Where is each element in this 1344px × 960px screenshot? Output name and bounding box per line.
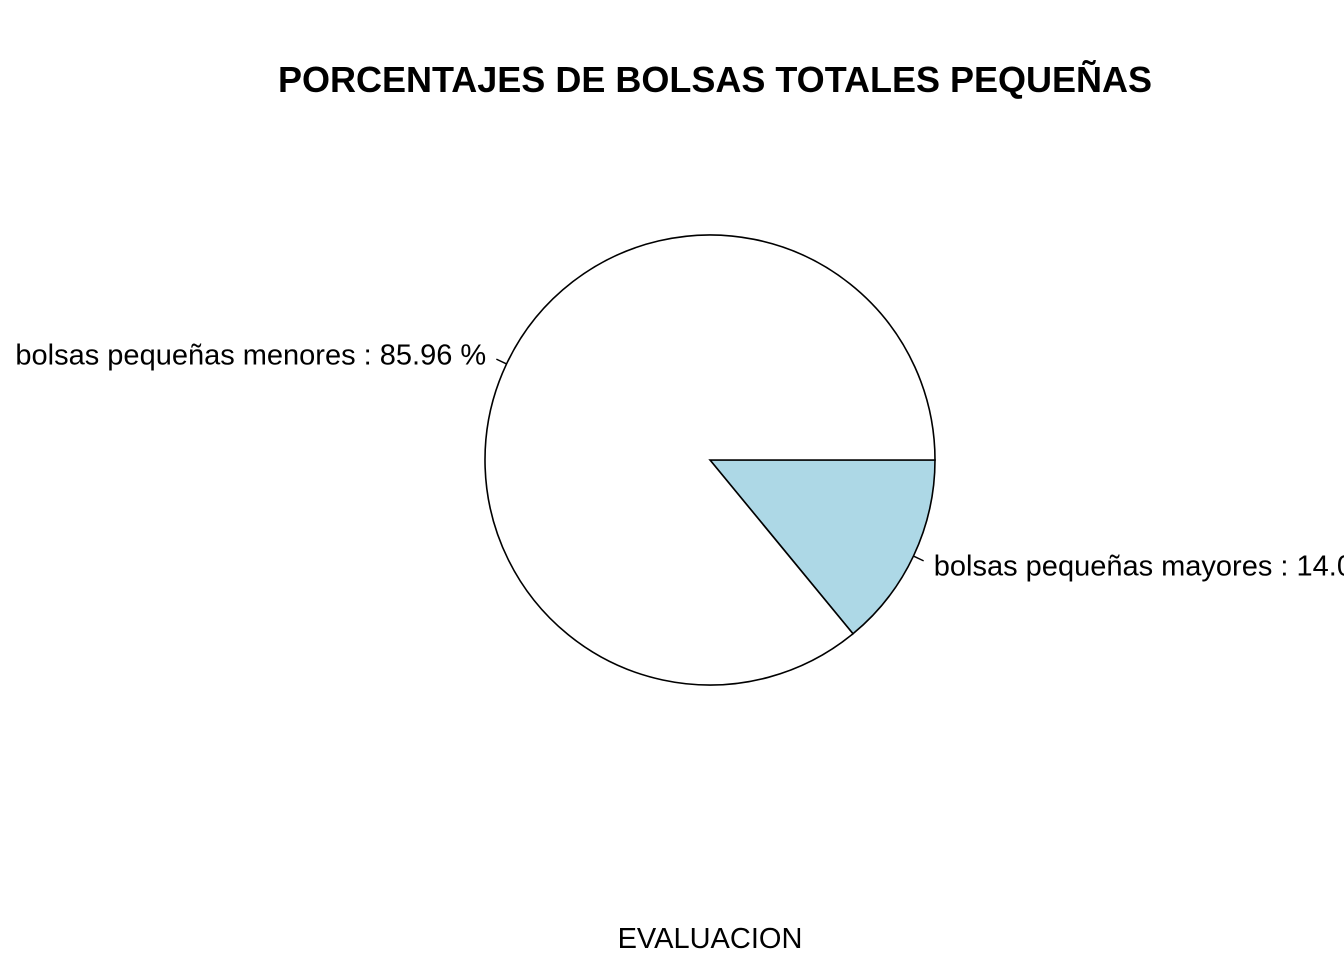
x-axis-label: EVALUACION xyxy=(618,923,803,955)
pie-slice-label-1: bolsas pequeñas menores : 85.96 % xyxy=(15,339,486,371)
pie-slices xyxy=(484,234,936,686)
pie-label-tick-1 xyxy=(496,358,507,365)
pie-slice-label-0: bolsas pequeñas mayores : 14.04 % xyxy=(934,551,1344,583)
pie-labels: bolsas pequeñas mayores : 14.04 % bolsas … xyxy=(15,339,1344,582)
pie-label-tick-0 xyxy=(913,555,924,562)
chart-title: PORCENTAJES DE BOLSAS TOTALES PEQUEÑAS xyxy=(278,58,1152,100)
pie-slice-0 xyxy=(708,459,936,635)
